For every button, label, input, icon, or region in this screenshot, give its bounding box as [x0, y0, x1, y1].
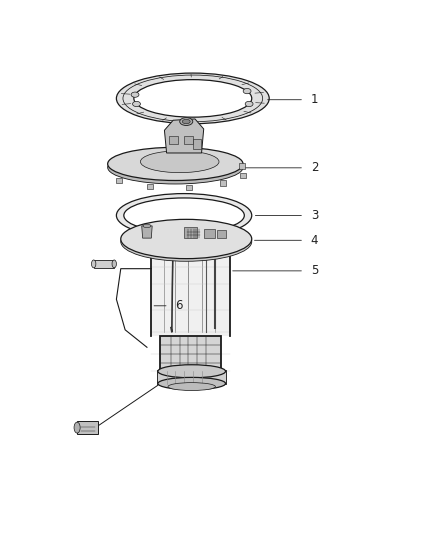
Polygon shape [164, 119, 204, 153]
Ellipse shape [143, 224, 151, 228]
Ellipse shape [112, 260, 117, 268]
Ellipse shape [158, 365, 226, 378]
Ellipse shape [141, 151, 219, 173]
Bar [147, 184, 153, 189]
Polygon shape [142, 226, 152, 238]
Bar [184, 136, 193, 144]
Ellipse shape [121, 220, 252, 259]
Bar [186, 184, 192, 190]
Bar [193, 139, 201, 149]
Text: 1: 1 [311, 93, 318, 106]
Ellipse shape [121, 222, 252, 261]
Bar [239, 163, 245, 168]
Ellipse shape [245, 101, 253, 107]
Bar [169, 136, 177, 144]
Bar [117, 178, 123, 183]
Polygon shape [151, 243, 230, 336]
Ellipse shape [133, 101, 141, 107]
Ellipse shape [108, 147, 243, 181]
Ellipse shape [117, 193, 252, 237]
Text: 4: 4 [311, 234, 318, 247]
Polygon shape [77, 422, 98, 434]
Ellipse shape [168, 383, 215, 391]
Ellipse shape [243, 88, 251, 94]
Ellipse shape [182, 119, 190, 124]
Ellipse shape [74, 422, 80, 433]
Ellipse shape [117, 73, 269, 124]
Ellipse shape [158, 377, 226, 390]
Polygon shape [94, 260, 114, 268]
Text: 6: 6 [175, 300, 183, 312]
Ellipse shape [92, 260, 96, 268]
Polygon shape [158, 372, 226, 384]
Ellipse shape [134, 79, 252, 117]
Ellipse shape [124, 198, 244, 233]
Ellipse shape [180, 118, 193, 125]
Bar [217, 230, 226, 238]
Polygon shape [160, 336, 221, 372]
Text: 5: 5 [311, 264, 318, 277]
Ellipse shape [108, 151, 243, 184]
Bar [220, 180, 226, 185]
Text: 3: 3 [311, 209, 318, 222]
Bar [184, 227, 197, 238]
Bar [240, 173, 246, 178]
Text: 2: 2 [311, 161, 318, 174]
Bar [204, 229, 215, 238]
Ellipse shape [131, 92, 139, 98]
